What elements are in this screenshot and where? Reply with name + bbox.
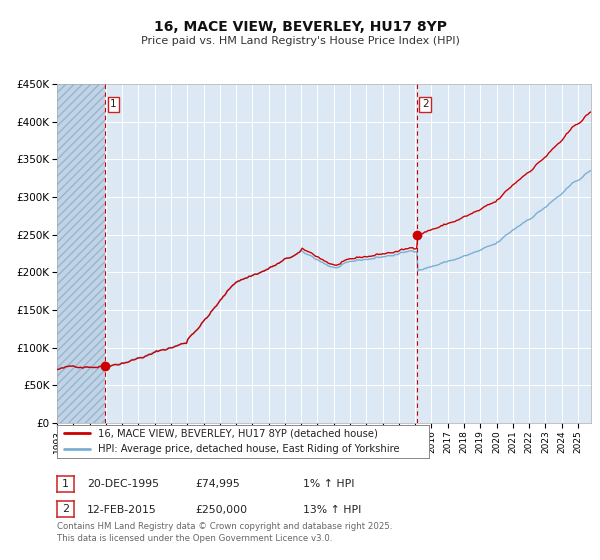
Text: 1: 1 bbox=[62, 479, 69, 489]
Text: £74,995: £74,995 bbox=[195, 479, 240, 489]
Text: 13% ↑ HPI: 13% ↑ HPI bbox=[303, 505, 361, 515]
Text: £250,000: £250,000 bbox=[195, 505, 247, 515]
Text: 1% ↑ HPI: 1% ↑ HPI bbox=[303, 479, 355, 489]
Text: HPI: Average price, detached house, East Riding of Yorkshire: HPI: Average price, detached house, East… bbox=[98, 444, 400, 454]
Text: 2: 2 bbox=[62, 504, 69, 514]
Text: 12-FEB-2015: 12-FEB-2015 bbox=[87, 505, 157, 515]
Text: 2: 2 bbox=[422, 99, 428, 109]
Text: This data is licensed under the Open Government Licence v3.0.: This data is licensed under the Open Gov… bbox=[57, 534, 332, 543]
Bar bbox=[57, 84, 106, 423]
Text: 16, MACE VIEW, BEVERLEY, HU17 8YP: 16, MACE VIEW, BEVERLEY, HU17 8YP bbox=[154, 20, 446, 34]
Text: Contains HM Land Registry data © Crown copyright and database right 2025.: Contains HM Land Registry data © Crown c… bbox=[57, 522, 392, 531]
Text: Price paid vs. HM Land Registry's House Price Index (HPI): Price paid vs. HM Land Registry's House … bbox=[140, 36, 460, 46]
Text: 16, MACE VIEW, BEVERLEY, HU17 8YP (detached house): 16, MACE VIEW, BEVERLEY, HU17 8YP (detac… bbox=[98, 428, 378, 438]
Text: 1: 1 bbox=[110, 99, 117, 109]
Text: 20-DEC-1995: 20-DEC-1995 bbox=[87, 479, 159, 489]
